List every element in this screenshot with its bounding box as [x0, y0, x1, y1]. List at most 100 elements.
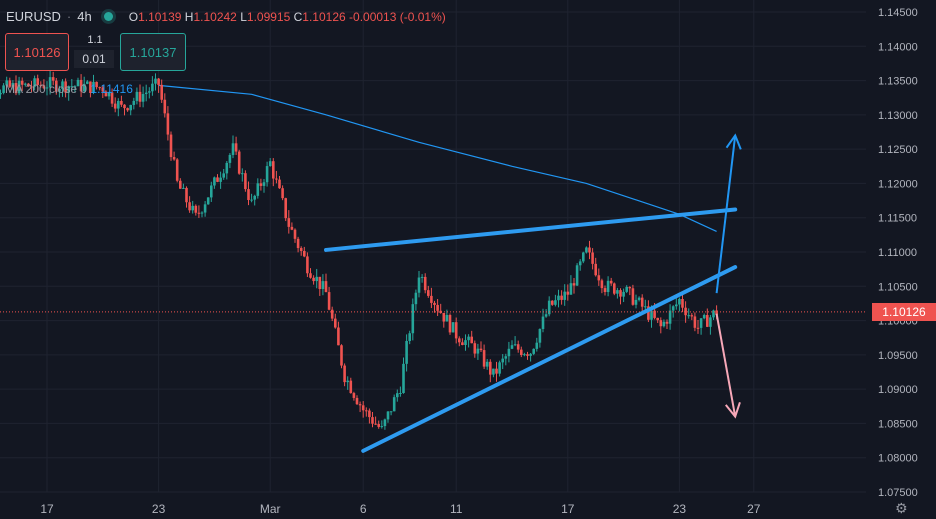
candle-body	[582, 252, 585, 262]
candle-body	[117, 100, 120, 109]
candle-body	[275, 178, 278, 180]
symbol-name[interactable]: EURUSD	[6, 9, 61, 24]
candle-body	[175, 159, 179, 181]
candle-body	[489, 361, 492, 375]
candle-body	[120, 100, 123, 105]
candle-body	[237, 151, 241, 174]
price-axis[interactable]: 1.14500 1.14000 1.13500 1.13000 1.12500 1.120…	[878, 7, 918, 499]
candle-body	[355, 397, 359, 405]
candle-body	[213, 177, 216, 186]
candle-body	[324, 281, 328, 293]
lot-size-field[interactable]: 0.01	[74, 50, 114, 68]
drawings-group[interactable]	[324, 133, 742, 453]
candle-body	[653, 310, 656, 318]
x-tick-label: 11	[450, 502, 463, 516]
candle-body	[343, 365, 346, 383]
candle-body	[296, 238, 300, 249]
gear-icon[interactable]: ⚙	[895, 500, 908, 516]
y-tick-label: 1.11000	[878, 247, 917, 259]
candle-body	[166, 113, 170, 135]
candle-body	[256, 183, 260, 196]
candle-body	[104, 91, 108, 97]
candle-body	[445, 315, 449, 322]
candle-body	[473, 343, 477, 354]
sell-button[interactable]: 1.10126	[5, 33, 69, 71]
candle-body	[650, 310, 653, 320]
candle-body	[377, 424, 380, 427]
time-axis[interactable]: 17 23 Mar 6 11 17 23 27	[40, 502, 760, 516]
candle-body	[48, 77, 52, 88]
candle-body	[241, 173, 244, 175]
candle-body	[448, 315, 452, 333]
candles-group	[0, 69, 718, 430]
candle-body	[234, 143, 238, 152]
candle-body	[566, 291, 570, 295]
interval-label[interactable]: 4h	[77, 9, 92, 24]
candle-body	[430, 295, 433, 303]
candle-body	[141, 94, 145, 102]
candle-body	[36, 78, 39, 85]
candle-body	[151, 83, 154, 92]
candle-body	[197, 212, 201, 214]
candle-body	[501, 358, 504, 363]
x-tick-label: 17	[561, 502, 575, 516]
candle-body	[2, 85, 5, 93]
candle-body	[479, 348, 483, 351]
candle-body	[33, 78, 36, 87]
candle-body	[154, 78, 157, 84]
candle-body	[461, 342, 464, 346]
candle-body	[179, 180, 182, 189]
candle-body	[358, 404, 362, 406]
candle-body	[374, 423, 377, 425]
candle-body	[8, 80, 12, 87]
candle-body	[557, 295, 560, 301]
candle-body	[588, 247, 591, 253]
price-axis-bg[interactable]	[866, 0, 936, 519]
candle-body	[386, 411, 390, 420]
candle-body	[516, 344, 520, 350]
sell-price: 1.10126	[13, 44, 61, 60]
candle-body	[417, 277, 421, 293]
candle-body	[389, 411, 393, 413]
candle-body	[547, 300, 551, 315]
x-tick-label: 23	[152, 502, 166, 516]
buy-button[interactable]: 1.10137	[120, 33, 186, 71]
x-tick-label: 17	[40, 502, 54, 516]
candle-body	[126, 108, 129, 111]
ma-legend[interactable]: MA 200 close 0 1.11416	[5, 82, 133, 96]
lower-trendline	[361, 265, 738, 453]
candle-body	[520, 349, 523, 356]
candle-body	[58, 89, 61, 92]
candle-body	[671, 306, 675, 311]
candle-body	[613, 283, 616, 294]
current-price-tag: 1.10126	[872, 302, 936, 321]
candle-body	[228, 154, 232, 163]
y-tick-label: 1.14000	[878, 41, 918, 53]
candle-body	[135, 91, 139, 101]
candle-body	[157, 78, 160, 85]
candle-body	[492, 368, 495, 375]
candle-body	[535, 342, 539, 349]
candle-body	[361, 405, 365, 411]
candle-body	[442, 312, 446, 322]
candle-body	[668, 310, 672, 324]
candle-body	[575, 265, 579, 286]
candle-body	[107, 92, 111, 97]
x-tick-label: Mar	[260, 502, 281, 516]
ma-legend-name: MA 200 close 0	[5, 82, 88, 96]
candle-body	[454, 322, 458, 339]
ma-200-path	[158, 84, 717, 232]
candle-body	[529, 353, 532, 356]
candle-body	[231, 143, 235, 155]
candle-body	[458, 338, 461, 343]
candle-body	[712, 310, 715, 318]
candle-body	[715, 310, 718, 315]
grid-lines	[0, 0, 866, 493]
candle-body	[439, 310, 442, 313]
candle-body	[706, 315, 709, 327]
candle-body	[451, 322, 455, 333]
candle-body	[334, 318, 337, 328]
bearish-arrow-head	[725, 402, 741, 419]
candle-body	[563, 291, 566, 300]
